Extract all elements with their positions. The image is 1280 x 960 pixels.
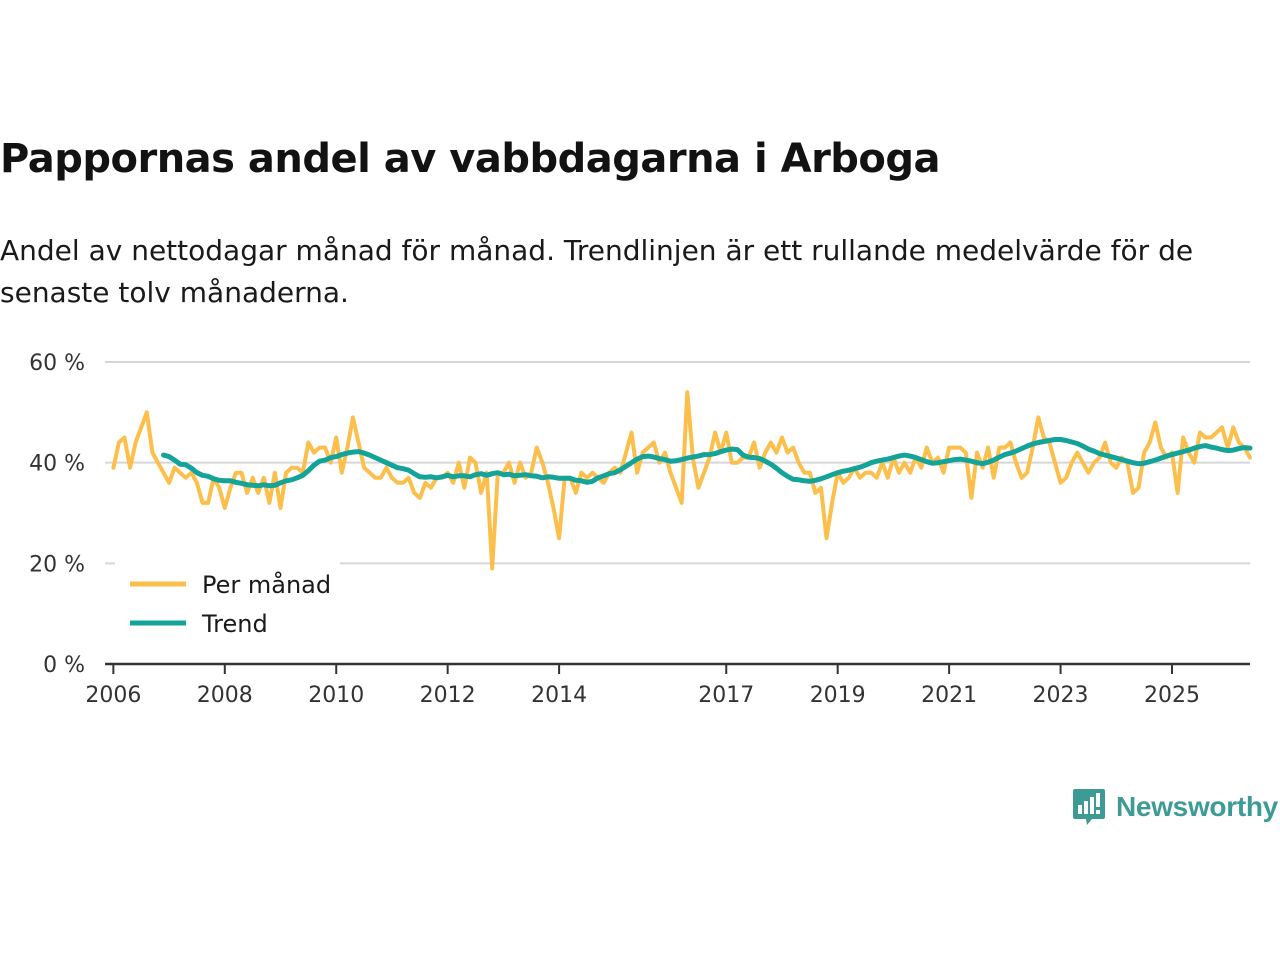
y-tick-label: 0 % [43, 653, 85, 678]
line-chart: 0 % 20 % 40 % 60 % 2006 2008 2010 2012 2014 2017… [29, 351, 1253, 708]
y-tick-label: 40 % [29, 452, 85, 477]
x-tick-label: 2017 [698, 683, 754, 708]
legend-label-trend: Trend [201, 610, 268, 638]
brand-logo: Newsworthy [1072, 786, 1278, 828]
newsworthy-logo-icon [1073, 789, 1105, 825]
chart-title: Pappornas andel av vabbdagarna i Arboga [0, 136, 941, 182]
legend: Per månad Trend [115, 562, 340, 646]
x-tick-label: 2019 [810, 683, 866, 708]
x-tick-label: 2008 [197, 683, 253, 708]
x-tick-label: 2023 [1033, 683, 1089, 708]
x-tick-label: 2025 [1144, 683, 1200, 708]
legend-background [115, 562, 340, 646]
chart-subtitle: Andel av nettodagar månad för månad. Tre… [0, 234, 1194, 309]
series-lines [111, 390, 1253, 571]
x-tick-label: 2010 [308, 683, 364, 708]
x-tick-label: 2014 [531, 683, 587, 708]
series-line-trend [161, 437, 1253, 489]
y-axis: 0 % 20 % 40 % 60 % [29, 351, 85, 678]
x-axis: 2006 2008 2010 2012 2014 2017 2019 2021 2023 2025 [85, 662, 1250, 708]
y-tick-label: 60 % [29, 351, 85, 376]
x-tick-label: 2021 [921, 683, 977, 708]
brand-name: Newsworthy [1116, 791, 1278, 822]
legend-label-per-manad: Per månad [202, 570, 331, 599]
y-tick-label: 20 % [29, 552, 85, 577]
x-tick-label: 2006 [85, 683, 141, 708]
x-tick-label: 2012 [420, 683, 476, 708]
